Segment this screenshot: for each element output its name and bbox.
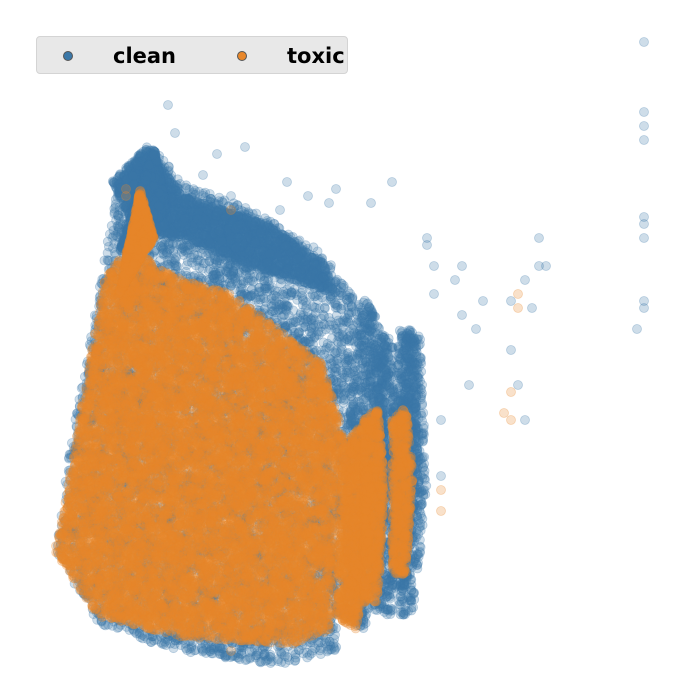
data-point-clean: [171, 180, 182, 191]
data-point-clean: [216, 531, 226, 542]
data-point-clean: [357, 316, 368, 327]
data-point-clean: [169, 254, 180, 265]
data-point-clean: [211, 207, 222, 218]
data-point-clean: [324, 612, 335, 623]
data-point-clean: [193, 509, 204, 519]
data-point-clean: [276, 464, 286, 475]
data-point-clean: [187, 553, 198, 564]
data-point-clean: [139, 440, 150, 451]
data-point-clean: [259, 579, 269, 590]
data-point-clean: [262, 478, 272, 489]
data-point-clean: [234, 254, 245, 265]
data-point-clean: [213, 196, 224, 207]
data-point-clean: [153, 290, 164, 301]
data-point-clean: [191, 284, 202, 295]
data-point-clean: [301, 467, 312, 478]
data-point-clean: [191, 312, 202, 322]
data-point-clean: [203, 376, 214, 386]
data-point-clean: [136, 255, 147, 266]
data-point-clean: [266, 421, 277, 432]
data-point-clean: [218, 331, 229, 342]
data-point-clean: [320, 285, 331, 296]
data-point-clean: [307, 301, 318, 312]
data-point-clean: [144, 493, 155, 504]
data-point-clean: [331, 601, 342, 612]
data-point-clean: [305, 610, 316, 620]
data-point-clean: [279, 586, 290, 596]
data-point-clean: [171, 209, 182, 220]
data-point-clean: [87, 450, 98, 461]
series-clean: [52, 37, 649, 668]
data-point-clean: [161, 249, 172, 260]
data-point-clean: [296, 568, 307, 579]
data-point-clean: [241, 343, 252, 354]
data-point-clean: [290, 655, 301, 666]
data-point-clean: [181, 401, 192, 411]
data-point-clean: [256, 319, 267, 330]
data-point-clean: [243, 576, 253, 587]
data-point-clean: [228, 265, 239, 276]
data-point-clean: [85, 360, 96, 371]
data-point-clean: [345, 376, 356, 387]
